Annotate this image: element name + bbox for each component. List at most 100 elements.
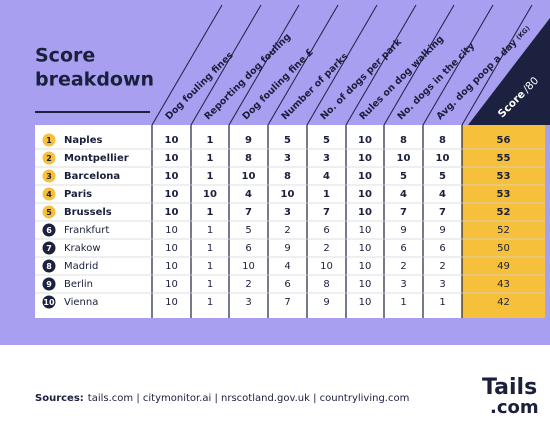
cell-value: 1 bbox=[439, 297, 445, 308]
cell-value: 8 bbox=[400, 135, 407, 146]
cell-value: 5 bbox=[439, 171, 446, 182]
score: 42 bbox=[497, 297, 510, 308]
cell-value: 3 bbox=[439, 279, 445, 290]
score-header-band bbox=[468, 18, 550, 125]
cell-value: 4 bbox=[323, 171, 330, 182]
cell-value: 10 bbox=[242, 261, 255, 272]
cell-value: 3 bbox=[284, 207, 291, 218]
cell-value: 10 bbox=[165, 279, 178, 290]
score: 53 bbox=[497, 189, 511, 200]
sources-label: Sources: bbox=[35, 393, 84, 404]
cell-value: 9 bbox=[245, 135, 252, 146]
cell-value: 10 bbox=[359, 261, 372, 272]
cell-value: 10 bbox=[165, 243, 178, 254]
cell-value: 10 bbox=[165, 207, 179, 218]
score: 56 bbox=[497, 135, 511, 146]
cell-value: 5 bbox=[245, 225, 251, 236]
cell-value: 7 bbox=[284, 297, 290, 308]
cell-value: 10 bbox=[358, 153, 372, 164]
cell-value: 6 bbox=[245, 243, 251, 254]
cell-value: 7 bbox=[400, 207, 407, 218]
cell-value: 1 bbox=[207, 225, 213, 236]
cell-value: 8 bbox=[245, 153, 252, 164]
cell-value: 1 bbox=[207, 297, 213, 308]
cell-value: 2 bbox=[323, 243, 329, 254]
sources-text: tails.com | citymonitor.ai | nrscotland.… bbox=[88, 393, 410, 404]
header-divider bbox=[267, 4, 339, 126]
cell-value: 8 bbox=[284, 171, 291, 182]
cell-value: 10 bbox=[397, 153, 411, 164]
cell-value: 10 bbox=[165, 153, 179, 164]
cell-value: 10 bbox=[165, 171, 179, 182]
cell-value: 10 bbox=[358, 171, 372, 182]
cell-value: 10 bbox=[359, 225, 372, 236]
score: 52 bbox=[497, 207, 511, 218]
cell-value: 1 bbox=[207, 279, 213, 290]
header-divider bbox=[345, 4, 417, 126]
header-divider bbox=[228, 4, 300, 126]
cell-value: 2 bbox=[284, 225, 290, 236]
cell-value: 2 bbox=[439, 261, 445, 272]
cell-value: 6 bbox=[400, 243, 406, 254]
cell-value: 10 bbox=[242, 171, 256, 182]
cell-value: 4 bbox=[400, 189, 407, 200]
rank: 4 bbox=[46, 190, 52, 199]
rank-badge bbox=[42, 169, 56, 183]
cell-value: 8 bbox=[439, 135, 446, 146]
cell-value: 1 bbox=[207, 153, 214, 164]
rank: 8 bbox=[46, 262, 52, 271]
rank: 5 bbox=[46, 208, 52, 217]
header-divider bbox=[422, 4, 494, 126]
rank: 9 bbox=[46, 280, 52, 289]
cell-value: 3 bbox=[323, 153, 330, 164]
city: Frankfurt bbox=[64, 225, 109, 236]
city: Naples bbox=[64, 135, 102, 146]
cell-value: 7 bbox=[439, 207, 446, 218]
cell-value: 3 bbox=[400, 279, 406, 290]
logo-suffix: .com bbox=[490, 397, 539, 418]
rank: 2 bbox=[46, 154, 52, 163]
score: 55 bbox=[497, 153, 511, 164]
cell-value: 4 bbox=[245, 189, 252, 200]
cell-value: 10 bbox=[165, 225, 178, 236]
header-divider bbox=[151, 4, 223, 126]
cell-value: 4 bbox=[439, 189, 446, 200]
score: 50 bbox=[497, 243, 510, 254]
cell-value: 10 bbox=[320, 261, 333, 272]
cell-value: 1 bbox=[323, 189, 330, 200]
cell-value: 1 bbox=[207, 135, 214, 146]
cell-value: 6 bbox=[323, 225, 329, 236]
cell-value: 10 bbox=[165, 135, 179, 146]
score: 52 bbox=[497, 225, 510, 236]
rank-badge bbox=[42, 295, 56, 309]
cell-value: 1 bbox=[207, 243, 213, 254]
cell-value: 1 bbox=[207, 261, 213, 272]
cell-value: 7 bbox=[323, 207, 330, 218]
title: Score bbox=[35, 45, 95, 67]
rank-badge bbox=[42, 151, 56, 165]
rank-badge bbox=[42, 277, 56, 291]
cell-value: 6 bbox=[284, 279, 290, 290]
cell-value: 1 bbox=[207, 207, 214, 218]
cell-value: 10 bbox=[358, 207, 372, 218]
cell-value: 1 bbox=[207, 171, 214, 182]
city: Paris bbox=[64, 189, 92, 200]
cell-value: 9 bbox=[323, 297, 329, 308]
footer bbox=[0, 345, 550, 425]
score: 43 bbox=[497, 279, 510, 290]
rank-badge bbox=[42, 133, 56, 147]
rank: 6 bbox=[46, 226, 52, 235]
city: Barcelona bbox=[64, 171, 120, 182]
title: breakdown bbox=[35, 69, 154, 91]
cell-value: 9 bbox=[439, 225, 445, 236]
cell-value: 10 bbox=[165, 297, 178, 308]
rank: 7 bbox=[46, 244, 52, 253]
cell-value: 10 bbox=[281, 189, 295, 200]
cell-value: 10 bbox=[436, 153, 450, 164]
logo: Tails bbox=[482, 375, 537, 400]
cell-value: 2 bbox=[245, 279, 251, 290]
header-divider bbox=[461, 4, 533, 126]
cell-value: 10 bbox=[359, 279, 372, 290]
score: 53 bbox=[497, 171, 511, 182]
cell-value: 8 bbox=[323, 279, 329, 290]
